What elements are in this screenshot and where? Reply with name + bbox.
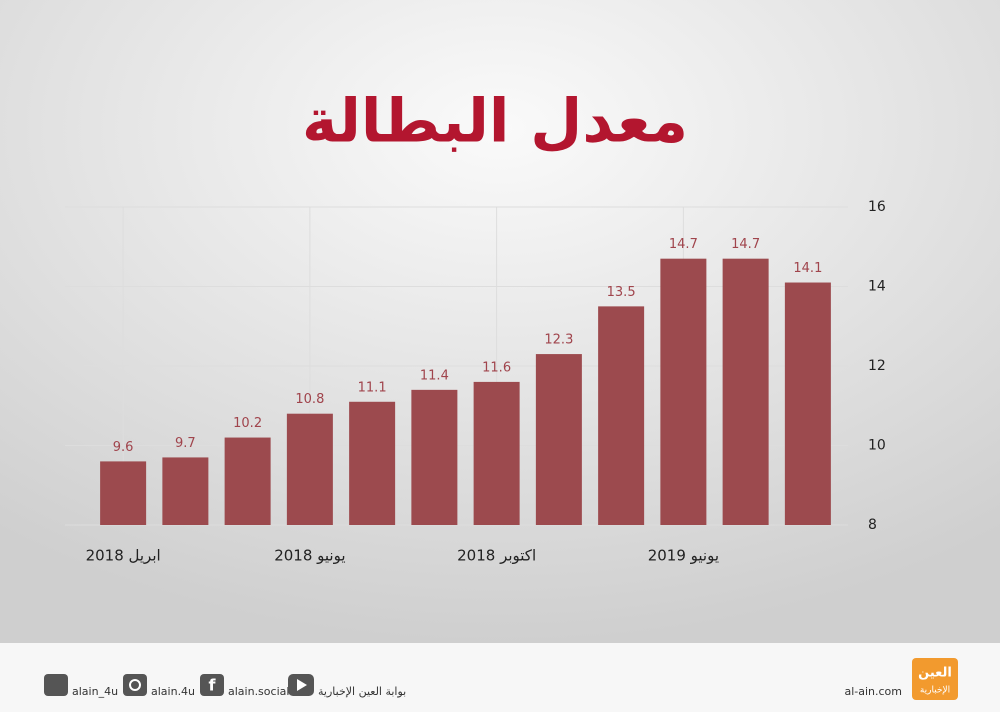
x-tick-label: يونيو 2018 xyxy=(274,547,345,565)
value-label: 11.6 xyxy=(482,360,511,375)
bar xyxy=(100,461,147,525)
value-label: 14.1 xyxy=(793,261,822,276)
bar xyxy=(349,401,396,525)
x-tick-label: اكتوبر 2018 xyxy=(457,547,536,565)
bar xyxy=(722,258,769,525)
y-tick-label: 14 xyxy=(868,279,886,295)
value-label: 12.3 xyxy=(544,333,573,348)
bar xyxy=(598,306,645,525)
bar xyxy=(162,457,209,525)
site-url[interactable]: al-ain.com xyxy=(844,685,902,698)
bar xyxy=(286,413,333,525)
twitter-handle[interactable]: alain_4u xyxy=(72,685,118,698)
footer xyxy=(0,643,1000,712)
social: alain_4u alain.4u f alain.social بوابة ا… xyxy=(44,658,958,700)
facebook-handle[interactable]: alain.social xyxy=(228,685,289,698)
facebook-icon xyxy=(200,674,224,696)
instagram-glyph xyxy=(129,679,141,691)
background xyxy=(0,0,1000,643)
x-tick-label: يونيو 2019 xyxy=(648,547,719,565)
instagram-handle[interactable]: alain.4u xyxy=(151,685,195,698)
bar xyxy=(411,389,458,525)
value-label: 14.7 xyxy=(669,237,698,252)
y-tick-label: 10 xyxy=(868,438,886,454)
bar xyxy=(535,354,582,525)
youtube-glyph xyxy=(297,679,307,691)
y-tick-label: 12 xyxy=(868,358,886,374)
value-label: 10.8 xyxy=(295,392,324,407)
bar xyxy=(473,381,520,525)
logo xyxy=(912,658,958,700)
y-tick-label: 8 xyxy=(868,517,877,533)
value-label: 9.6 xyxy=(113,440,134,455)
x-tick-label: ابريل 2018 xyxy=(86,547,161,565)
instagram-icon xyxy=(123,674,147,696)
value-label: 11.1 xyxy=(358,380,387,395)
logo-top: العين xyxy=(918,666,952,681)
youtube-handle[interactable]: بوابة العين الإخبارية xyxy=(318,685,406,698)
bar xyxy=(660,258,707,525)
y-tick-label: 16 xyxy=(868,199,886,215)
value-label: 11.4 xyxy=(420,368,449,383)
twitter-icon xyxy=(44,674,68,696)
logo-bottom: الإخبارية xyxy=(920,686,950,696)
chart-title: معدل البطالة xyxy=(302,87,688,157)
facebook-glyph: f xyxy=(209,676,217,695)
value-label: 10.2 xyxy=(233,416,262,431)
bar xyxy=(784,282,831,525)
value-label: 14.7 xyxy=(731,237,760,252)
bar xyxy=(224,437,271,525)
value-label: 13.5 xyxy=(607,285,636,300)
value-label: 9.7 xyxy=(175,436,196,451)
